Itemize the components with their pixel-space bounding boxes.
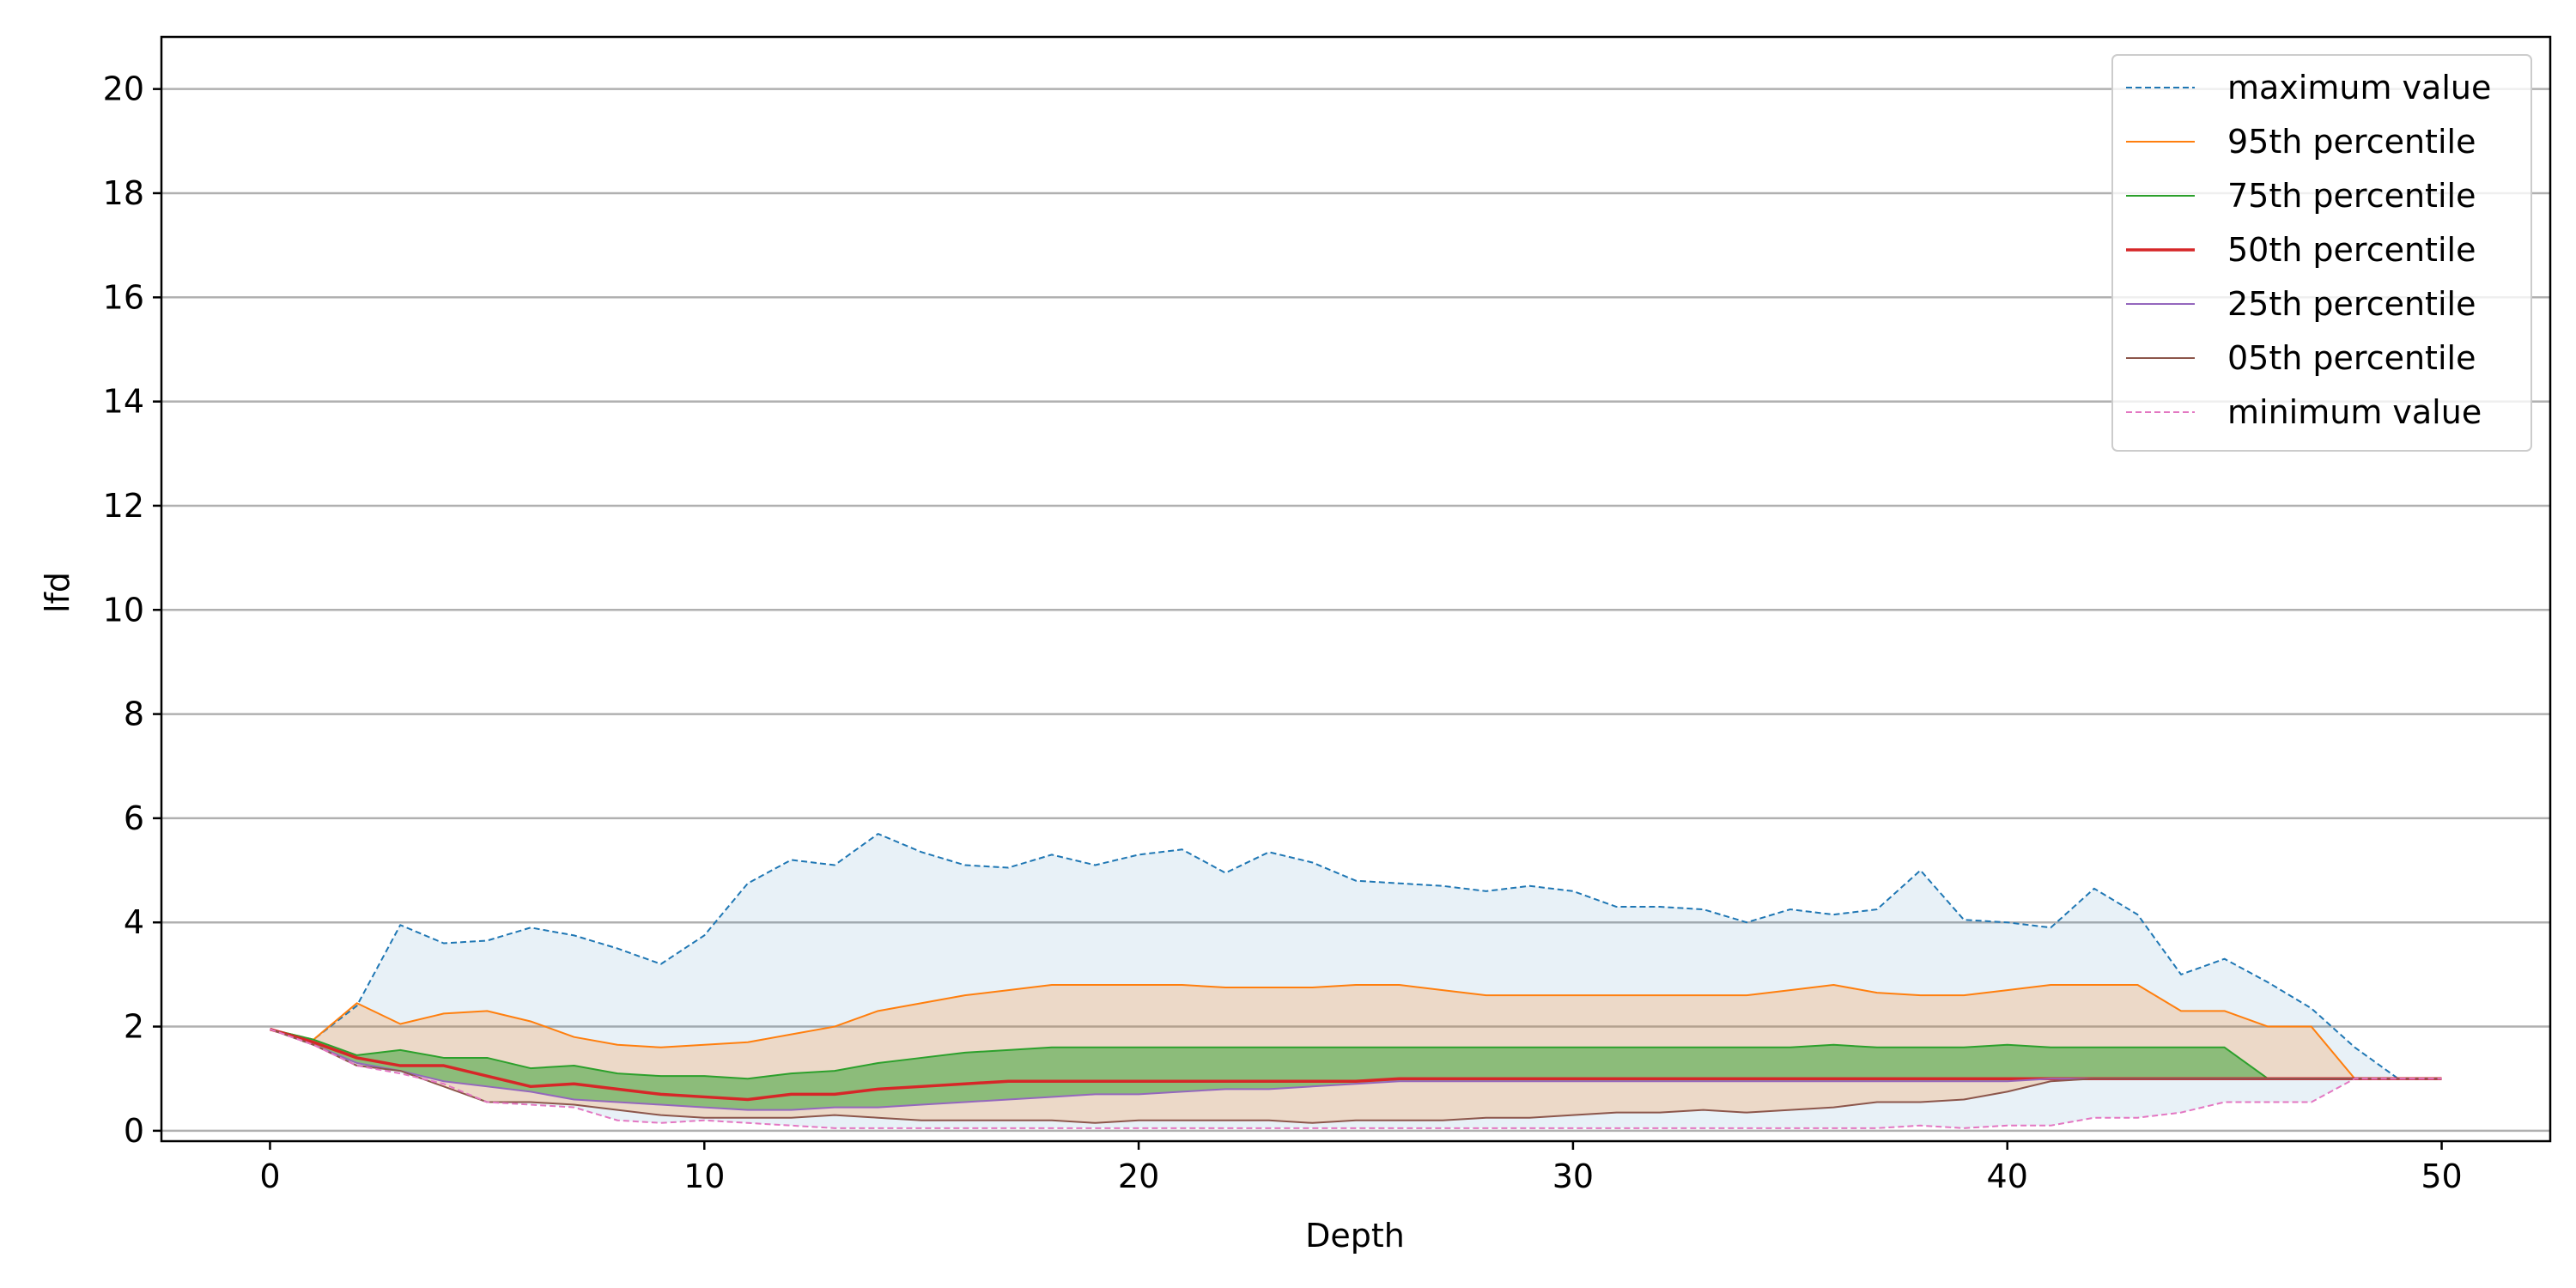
series-line-2 bbox=[270, 1028, 2442, 1080]
legend-label: maximum value bbox=[2227, 69, 2491, 106]
fill-band-2 bbox=[270, 1029, 2442, 1110]
series-line-1 bbox=[270, 984, 2442, 1080]
legend-label: minimum value bbox=[2227, 393, 2482, 431]
x-tick-label: 0 bbox=[259, 1157, 280, 1195]
y-axis-label: lfd bbox=[39, 572, 76, 613]
y-tick-label: 12 bbox=[103, 487, 144, 525]
axis-ticks: 0 2 4 6 8 10 12 14 16 18 20 0 10 20 30 40 50 bbox=[103, 70, 2463, 1195]
y-tick-label: 2 bbox=[124, 1008, 144, 1046]
x-tick-label: 40 bbox=[1987, 1157, 2028, 1195]
legend-label: 95th percentile bbox=[2227, 123, 2476, 161]
legend-label: 75th percentile bbox=[2227, 177, 2476, 215]
y-tick-label: 8 bbox=[124, 696, 144, 733]
x-tick-label: 20 bbox=[1118, 1157, 1159, 1195]
y-tick-label: 20 bbox=[103, 70, 144, 108]
y-tick-label: 4 bbox=[124, 903, 144, 941]
y-tick-label: 6 bbox=[124, 799, 144, 837]
plot-frame bbox=[160, 35, 2552, 1143]
x-tick-label: 10 bbox=[683, 1157, 725, 1195]
series-line-6 bbox=[270, 1028, 2442, 1129]
y-tick-label: 14 bbox=[103, 383, 144, 421]
y-tick-label: 0 bbox=[124, 1112, 144, 1150]
fill-bands bbox=[270, 834, 2442, 1128]
y-tick-label: 18 bbox=[103, 174, 144, 212]
x-tick-label: 30 bbox=[1552, 1157, 1594, 1195]
series-line-0 bbox=[270, 833, 2442, 1080]
series-line-4 bbox=[270, 1028, 2442, 1111]
legend-label: 05th percentile bbox=[2227, 339, 2476, 377]
x-tick-label: 50 bbox=[2421, 1157, 2462, 1195]
legend-box bbox=[2111, 54, 2532, 452]
legend-label: 25th percentile bbox=[2227, 285, 2476, 323]
y-tick-label: 10 bbox=[103, 591, 144, 629]
x-axis-label: Depth bbox=[1305, 1217, 1405, 1255]
series-line-5 bbox=[270, 1028, 2442, 1124]
legend-label: 50th percentile bbox=[2227, 231, 2476, 269]
series-lines bbox=[269, 833, 2442, 1129]
y-tick-label: 16 bbox=[103, 278, 144, 316]
legend: maximum value 95th percentile 75th percent… bbox=[2111, 54, 2532, 452]
